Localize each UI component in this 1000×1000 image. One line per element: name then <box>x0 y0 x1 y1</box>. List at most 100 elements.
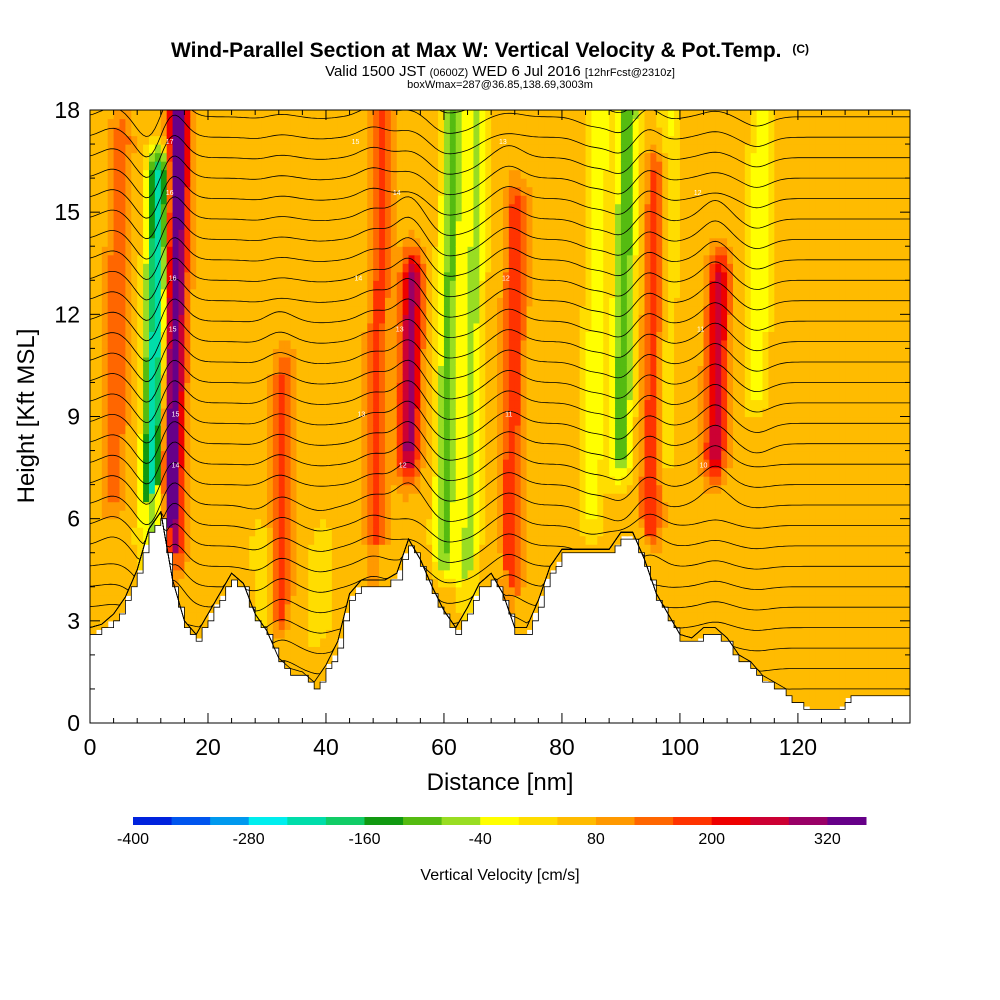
velocity-cell <box>426 442 433 452</box>
velocity-cell <box>384 246 392 256</box>
velocity-cell <box>438 339 445 349</box>
velocity-cell <box>502 339 510 349</box>
velocity-cell <box>160 203 168 213</box>
velocity-cell <box>514 203 522 213</box>
velocity-cell <box>296 493 303 503</box>
velocity-cell <box>538 322 545 332</box>
velocity-cell <box>443 186 451 196</box>
velocity-cell <box>544 339 551 349</box>
velocity-cell <box>213 467 221 477</box>
velocity-cell <box>113 484 121 494</box>
velocity-cell <box>296 629 303 639</box>
velocity-cell <box>143 339 150 349</box>
velocity-cell <box>561 110 569 120</box>
velocity-cell <box>461 373 469 384</box>
velocity-cell <box>172 263 180 273</box>
velocity-cell <box>225 246 233 256</box>
velocity-cell <box>113 425 121 435</box>
velocity-cell <box>160 135 168 145</box>
velocity-cell <box>544 186 551 196</box>
velocity-cell <box>443 561 451 571</box>
velocity-cell <box>166 365 174 375</box>
velocity-cell <box>219 527 227 537</box>
velocity-cell <box>255 442 262 452</box>
velocity-cell <box>585 356 593 367</box>
velocity-cell <box>367 365 374 375</box>
velocity-cell <box>438 578 445 588</box>
velocity-cell <box>449 331 457 341</box>
velocity-cell <box>101 467 109 477</box>
velocity-cell <box>119 237 126 247</box>
velocity-cell <box>131 118 138 128</box>
velocity-cell <box>125 169 132 179</box>
velocity-cell <box>184 416 191 426</box>
velocity-cell <box>143 212 150 222</box>
velocity-cell <box>296 527 303 537</box>
velocity-cell <box>349 450 357 460</box>
velocity-cell <box>449 603 457 613</box>
velocity-cell <box>261 595 268 605</box>
velocity-cell <box>107 382 115 392</box>
velocity-cell <box>255 110 262 120</box>
velocity-cell <box>119 510 126 520</box>
velocity-cell <box>455 544 463 554</box>
velocity-cell <box>455 152 463 162</box>
velocity-cell <box>479 348 486 358</box>
velocity-cell <box>508 552 516 562</box>
velocity-cell <box>479 280 486 290</box>
velocity-cell <box>131 178 138 188</box>
velocity-cell <box>243 442 250 452</box>
velocity-cell <box>379 314 386 324</box>
velocity-cell <box>125 476 132 486</box>
velocity-cell <box>432 203 439 213</box>
velocity-cell <box>479 561 486 571</box>
velocity-cell <box>278 288 286 298</box>
velocity-cell <box>455 220 463 230</box>
velocity-cell <box>420 407 427 418</box>
velocity-cell <box>579 348 587 358</box>
velocity-cell <box>573 518 581 528</box>
velocity-cell <box>497 178 504 188</box>
velocity-cell <box>432 442 439 452</box>
velocity-cell <box>384 280 392 290</box>
velocity-cell <box>172 356 180 367</box>
velocity-cell <box>131 152 138 162</box>
velocity-cell <box>202 416 209 426</box>
velocity-cell <box>202 305 209 315</box>
velocity-cell <box>325 476 333 486</box>
velocity-cell <box>473 314 480 324</box>
velocity-cell <box>148 110 156 120</box>
velocity-cell <box>272 484 280 494</box>
velocity-cell <box>137 535 144 545</box>
velocity-cell <box>137 433 144 443</box>
velocity-cell <box>508 271 516 281</box>
velocity-cell <box>290 629 298 639</box>
velocity-cell <box>384 118 392 128</box>
velocity-cell <box>443 110 451 120</box>
velocity-cell <box>290 416 298 426</box>
velocity-cell <box>107 152 115 162</box>
velocity-cell <box>148 501 156 511</box>
velocity-cell <box>550 390 557 401</box>
velocity-cell <box>196 305 203 315</box>
velocity-cell <box>408 527 416 537</box>
velocity-cell <box>272 331 280 341</box>
velocity-cell <box>426 339 433 349</box>
velocity-cell <box>178 373 185 384</box>
velocity-cell <box>438 390 445 401</box>
velocity-cell <box>284 263 292 273</box>
velocity-cell <box>249 314 256 324</box>
velocity-cell <box>225 501 233 511</box>
velocity-cell <box>320 263 327 273</box>
velocity-cell <box>508 237 516 247</box>
velocity-cell <box>396 110 404 120</box>
velocity-cell <box>337 322 345 332</box>
velocity-cell <box>302 544 309 554</box>
velocity-cell <box>497 186 504 196</box>
velocity-cell <box>272 356 280 367</box>
velocity-cell <box>526 535 534 545</box>
velocity-cell <box>384 416 392 426</box>
velocity-cell <box>526 339 534 349</box>
velocity-cell <box>90 254 97 264</box>
velocity-cell <box>455 416 463 426</box>
